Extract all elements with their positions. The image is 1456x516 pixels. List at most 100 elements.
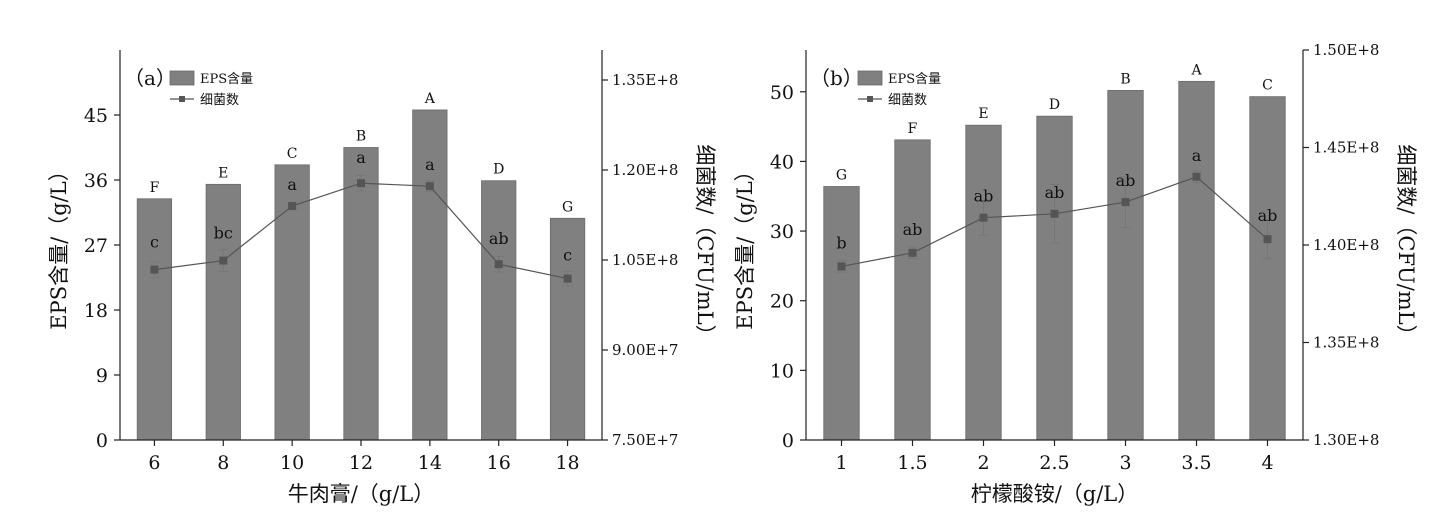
y2-tick-label: 7.50E+7 — [612, 431, 678, 449]
chart-panel-0: F E C B A D Gc bc a a a ab c 0 9 18 27 36 45 7.50E+7 9.00E+7… — [47, 50, 717, 506]
y2-tick-label: 1.35E+8 — [612, 71, 678, 89]
line-point — [979, 213, 988, 222]
x-axis-title: 柠檬酸铵/（g/L） — [971, 482, 1139, 506]
panel-label: （a） — [124, 66, 176, 90]
x-tick-label: 2.5 — [1039, 452, 1069, 474]
y-axis-title: EPS含量/（g/L） — [47, 160, 71, 329]
line-point — [288, 202, 297, 210]
legend-bar-label: EPS含量 — [888, 71, 941, 87]
y-tick-label: 45 — [84, 105, 108, 127]
line-significance-label: ab — [1258, 206, 1278, 225]
y-axis-title: EPS含量/（g/L） — [733, 160, 757, 329]
y2-tick-label: 1.20E+8 — [612, 161, 678, 179]
bar — [274, 164, 310, 441]
x-tick-label: 14 — [418, 452, 442, 474]
bar — [1036, 115, 1073, 441]
line-point — [1050, 209, 1059, 218]
line-significance-label: ab — [489, 229, 509, 248]
bar — [894, 139, 931, 441]
bar-significance-label: E — [978, 106, 988, 122]
line-significance-label: a — [356, 148, 366, 167]
y-tick-label: 0 — [96, 430, 108, 452]
y2-tick-label: 1.40E+8 — [1313, 236, 1379, 254]
bar-significance-label: A — [424, 91, 436, 107]
legend-line-marker — [179, 96, 185, 102]
x-tick-label: 16 — [487, 452, 511, 474]
legend-bar-label: EPS含量 — [200, 71, 253, 87]
y2-tick-label: 1.30E+8 — [1313, 431, 1379, 449]
line-significance-label: ab — [974, 187, 994, 206]
bar-significance-label: A — [1190, 62, 1202, 78]
y2-tick-label: 1.45E+8 — [1313, 139, 1379, 157]
bar-significance-label: G — [562, 199, 573, 215]
x-tick-label: 1.5 — [897, 452, 927, 474]
legend-bar-swatch — [169, 70, 195, 86]
line-point — [357, 179, 365, 188]
y-tick-label: 50 — [770, 82, 794, 104]
y-tick-label: 36 — [84, 170, 108, 192]
x-tick-label: 3.5 — [1181, 452, 1211, 474]
y-tick-label: 10 — [770, 360, 794, 382]
x-tick-label: 18 — [555, 452, 579, 474]
bar-significance-label: F — [150, 180, 160, 196]
y-tick-label: 27 — [84, 235, 108, 257]
y2-axis-title: 细菌数/（CFU/mL） — [1394, 144, 1418, 345]
x-tick-label: 12 — [349, 452, 373, 474]
bar — [481, 180, 517, 441]
bar-significance-label: D — [493, 162, 504, 178]
bar-significance-label: C — [1262, 78, 1273, 94]
bar — [1107, 89, 1144, 441]
y2-tick-label: 1.50E+8 — [1313, 41, 1379, 59]
y-tick-label: 0 — [782, 430, 794, 452]
y2-tick-label: 1.35E+8 — [1313, 334, 1379, 352]
y-tick-label: 40 — [770, 151, 794, 173]
bar — [1249, 96, 1286, 441]
line-point — [1263, 235, 1272, 244]
bar-significance-label: D — [1049, 97, 1060, 113]
line-point — [219, 256, 228, 265]
line-point — [494, 260, 503, 269]
y-tick-label: 20 — [770, 291, 794, 313]
line-point — [150, 265, 159, 274]
legend-line-marker — [867, 96, 873, 102]
legend-bar-swatch — [857, 70, 883, 86]
line-significance-label: ab — [903, 220, 923, 239]
bar — [343, 147, 379, 441]
x-tick-label: 10 — [280, 452, 304, 474]
line-significance-label: c — [563, 246, 572, 265]
x-tick-label: 4 — [1261, 452, 1273, 474]
x-tick-label: 3 — [1119, 452, 1131, 474]
line-point — [425, 182, 434, 191]
line-significance-label: c — [150, 233, 159, 252]
bar — [205, 183, 241, 441]
y2-axis-title: 细菌数/（CFU/mL） — [693, 144, 717, 345]
x-tick-label: 8 — [217, 452, 229, 474]
chart-panel-1: G F E D B A Cb ab ab ab ab a ab 0 10 20 30 40 50 1.30E+8 1.3… — [733, 41, 1418, 506]
line-significance-label: a — [425, 155, 435, 174]
bar — [136, 198, 173, 441]
legend-line-label: 细菌数 — [200, 93, 239, 108]
bar-significance-label: B — [356, 129, 366, 145]
line-significance-label: a — [287, 175, 297, 194]
bar-significance-label: F — [908, 121, 918, 137]
bar — [965, 124, 1002, 441]
y-tick-label: 18 — [84, 300, 108, 322]
line-point — [908, 248, 917, 257]
line-point — [563, 274, 572, 283]
line-significance-label: ab — [1045, 183, 1065, 202]
legend-line-label: 细菌数 — [888, 93, 927, 108]
y-tick-label: 30 — [770, 221, 794, 243]
y-tick-label: 9 — [96, 365, 108, 387]
line-significance-label: a — [1192, 146, 1202, 165]
bar — [823, 186, 860, 441]
line-point — [1192, 172, 1201, 181]
x-tick-label: 6 — [148, 452, 160, 474]
line-point — [1121, 198, 1130, 207]
bar-significance-label: C — [287, 146, 298, 162]
line-point — [837, 262, 846, 271]
x-axis-title: 牛肉膏/（g/L） — [288, 482, 435, 506]
line-significance-label: ab — [1116, 171, 1136, 190]
